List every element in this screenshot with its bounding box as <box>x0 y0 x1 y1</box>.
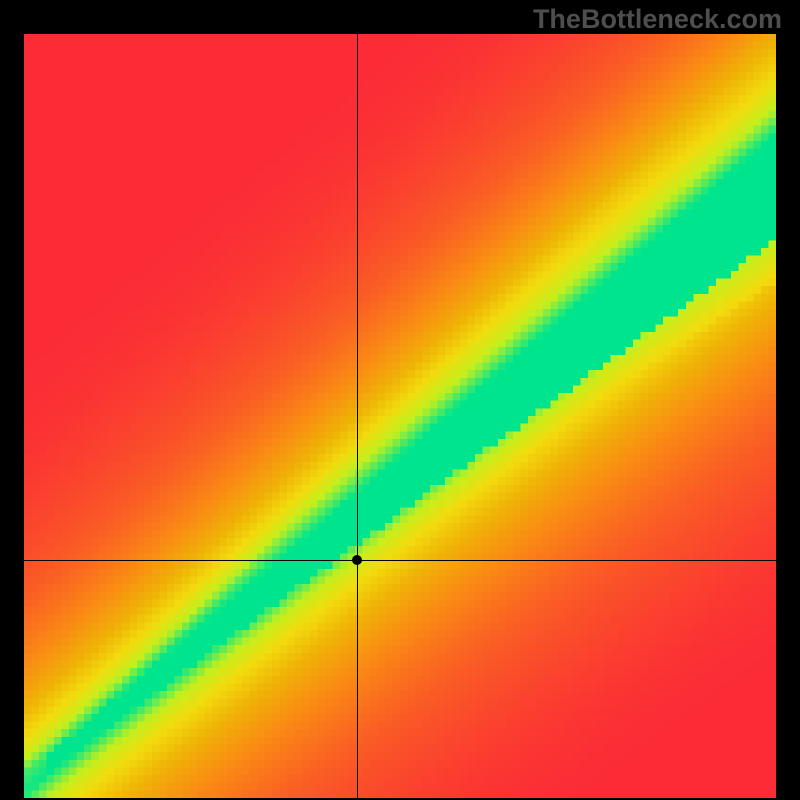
attribution-text: TheBottleneck.com <box>533 4 782 35</box>
bottleneck-heatmap <box>24 34 776 798</box>
crosshair-horizontal <box>24 560 776 561</box>
crosshair-marker <box>352 555 362 565</box>
crosshair-vertical <box>357 34 358 798</box>
chart-container: TheBottleneck.com <box>0 0 800 800</box>
